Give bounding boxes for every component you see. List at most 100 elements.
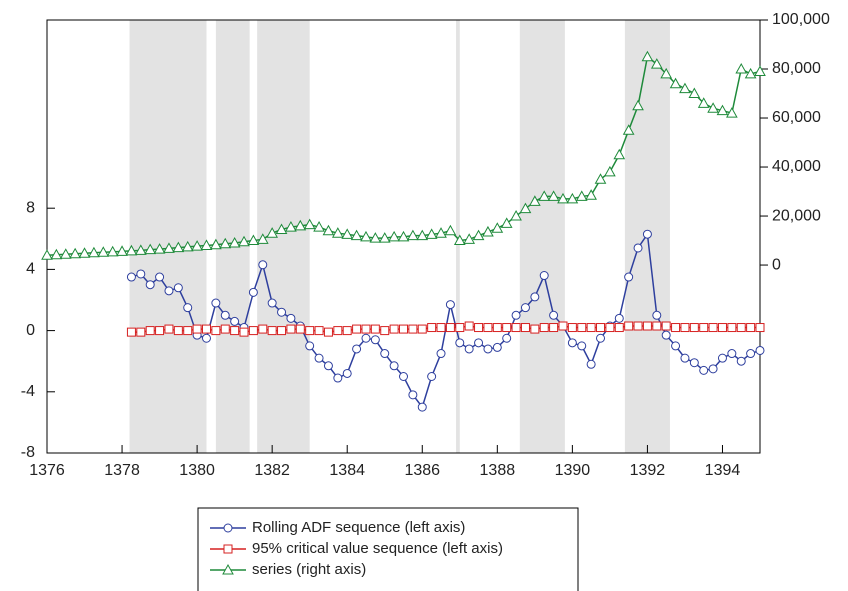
marker: [520, 323, 530, 333]
marker: [585, 189, 597, 200]
marker: [200, 239, 213, 250]
marker: [370, 324, 380, 334]
marker: [624, 321, 634, 331]
marker: [642, 229, 652, 239]
y2-tick-label: 80,000: [772, 60, 821, 77]
marker: [220, 324, 230, 334]
marker: [474, 338, 484, 348]
marker: [594, 173, 607, 184]
marker: [661, 321, 671, 331]
marker: [708, 364, 718, 374]
marker: [596, 333, 606, 343]
y-tick-label: 4: [26, 261, 35, 278]
marker: [144, 243, 157, 255]
marker: [567, 323, 577, 333]
marker: [314, 353, 324, 363]
marker: [59, 248, 72, 259]
marker: [389, 324, 399, 334]
y-tick-label: 8: [26, 199, 35, 216]
marker: [641, 50, 654, 62]
marker: [660, 67, 673, 79]
y2-tick-label: 20,000: [772, 207, 821, 224]
legend-marker: [223, 544, 233, 554]
marker: [726, 107, 738, 118]
marker: [689, 323, 699, 333]
marker: [671, 341, 681, 351]
marker: [744, 67, 757, 79]
marker: [679, 82, 691, 94]
marker: [613, 148, 626, 160]
marker: [614, 313, 624, 323]
marker: [323, 361, 333, 371]
marker: [697, 97, 710, 108]
marker: [472, 229, 485, 241]
marker: [277, 326, 287, 336]
y2-tick-label: 100,000: [772, 11, 830, 28]
marker: [453, 234, 466, 246]
marker: [136, 327, 146, 337]
marker: [350, 229, 363, 241]
marker: [669, 77, 682, 89]
marker: [650, 58, 663, 69]
marker: [746, 323, 756, 333]
marker: [492, 323, 502, 333]
marker: [342, 326, 352, 336]
marker: [539, 323, 549, 333]
marker: [474, 323, 484, 333]
marker: [755, 345, 765, 355]
marker: [380, 349, 390, 359]
marker: [436, 323, 446, 333]
marker: [699, 323, 709, 333]
marker: [399, 371, 408, 381]
marker: [624, 272, 634, 282]
marker: [134, 244, 147, 255]
y2-tick-label: 60,000: [772, 109, 821, 126]
marker: [399, 324, 408, 334]
marker: [538, 190, 551, 201]
marker: [239, 327, 249, 337]
y2-tick-label: 40,000: [772, 158, 821, 175]
marker: [511, 310, 521, 320]
legend-label: 95% critical value sequence (left axis): [252, 540, 503, 557]
legend-marker: [223, 523, 233, 533]
marker: [333, 373, 343, 383]
marker: [435, 227, 447, 238]
marker: [671, 323, 681, 333]
marker: [126, 272, 136, 282]
shaded-region: [129, 20, 207, 453]
x-tick-label: 1388: [480, 462, 516, 479]
marker: [557, 192, 569, 204]
marker: [605, 323, 615, 333]
legend-box: [197, 507, 579, 591]
marker: [483, 344, 493, 354]
marker: [116, 245, 128, 256]
marker: [191, 240, 203, 251]
marker: [192, 324, 202, 334]
legend-marker: [222, 563, 234, 575]
marker: [425, 228, 438, 239]
legend-label: series (right axis): [252, 561, 366, 578]
marker: [106, 245, 119, 257]
marker: [699, 365, 709, 375]
marker: [754, 65, 766, 76]
marker: [164, 324, 174, 334]
marker: [258, 324, 268, 334]
marker: [97, 246, 110, 257]
marker: [427, 371, 437, 381]
marker: [369, 232, 382, 243]
marker: [736, 323, 746, 333]
marker: [285, 221, 297, 232]
marker: [352, 324, 362, 334]
marker: [558, 321, 568, 331]
marker: [331, 227, 344, 238]
marker: [688, 87, 701, 99]
marker: [539, 271, 549, 281]
y-tick-label: -4: [21, 383, 35, 400]
marker: [145, 326, 155, 336]
marker: [267, 326, 277, 336]
marker: [125, 244, 138, 256]
marker: [510, 210, 522, 221]
x-tick-label: 1376: [29, 462, 65, 479]
marker: [181, 240, 194, 252]
